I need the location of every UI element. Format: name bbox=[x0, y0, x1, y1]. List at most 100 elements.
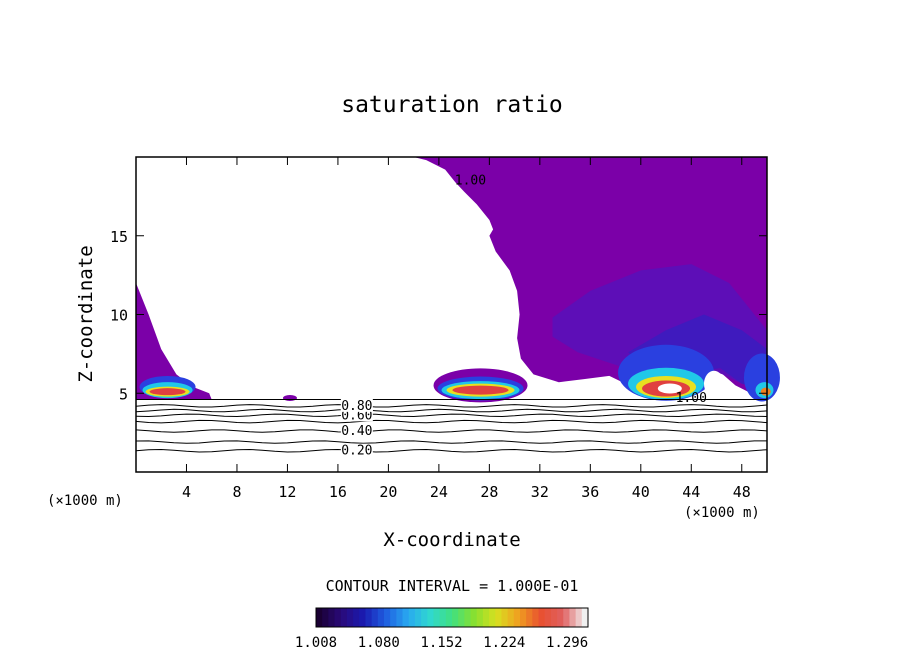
colorbar-cell bbox=[513, 608, 521, 627]
colorbar-cell bbox=[433, 608, 441, 627]
colorbar-frame bbox=[315, 607, 589, 628]
x-axis: 4 8 12 16 20 24 28 32 36 40 44 48 bbox=[182, 157, 751, 501]
colorbar-cell bbox=[557, 608, 564, 627]
contour-label: 1.00 bbox=[455, 174, 486, 189]
gap-white bbox=[703, 370, 724, 397]
x-tick-label: 40 bbox=[632, 483, 650, 501]
contour-labels: 0.20 0.400.600.80 1.00 1.00 bbox=[340, 174, 707, 459]
hotspot-white-1 bbox=[657, 383, 682, 394]
contour-line-0.40 bbox=[135, 429, 768, 433]
x-tick-label: 20 bbox=[379, 483, 397, 501]
colorbar-tick-label: 1.296 bbox=[546, 635, 588, 651]
contour-interval-text: CONTOUR INTERVAL = 1.000E-01 bbox=[326, 577, 579, 595]
colorbar-cell bbox=[439, 608, 447, 627]
small-blob bbox=[282, 394, 297, 401]
x-tick-label: 32 bbox=[531, 483, 549, 501]
x-tick-label: 8 bbox=[232, 483, 241, 501]
plot-fill bbox=[136, 157, 780, 403]
contour-lines bbox=[135, 399, 768, 453]
colorbar-cell bbox=[421, 608, 428, 627]
x-tick-label: 12 bbox=[278, 483, 296, 501]
colorbar-cell bbox=[396, 608, 404, 627]
x-tick-label: 24 bbox=[430, 483, 448, 501]
colorbar-cell bbox=[452, 608, 459, 627]
colorbar-cell bbox=[476, 608, 484, 627]
colorbar-cell bbox=[346, 608, 354, 627]
colorbar-cell bbox=[365, 608, 373, 627]
y-tick-label: 5 bbox=[119, 385, 128, 403]
colorbar-cell bbox=[316, 608, 323, 627]
colorbar-tick-label: 1.008 bbox=[295, 635, 337, 651]
x-tick-label: 48 bbox=[733, 483, 751, 501]
region-left bbox=[136, 283, 212, 400]
colorbar-cell bbox=[384, 608, 391, 627]
x-axis-label: X-coordinate bbox=[383, 529, 520, 551]
colorbar-cell bbox=[464, 608, 472, 627]
colorbar-cell bbox=[470, 608, 478, 627]
contour-label: 0.40 bbox=[341, 424, 372, 439]
mid-red bbox=[452, 385, 509, 395]
y-tick-label: 15 bbox=[110, 228, 128, 246]
colorbar-cell bbox=[538, 608, 546, 627]
colorbar-tick-label: 1.080 bbox=[358, 635, 400, 651]
contour-label-bg bbox=[340, 424, 373, 438]
contour-label-bg bbox=[340, 398, 373, 412]
contour-line-0.60 bbox=[135, 413, 768, 418]
colorbar-cell bbox=[328, 608, 336, 627]
colorbar-cell bbox=[489, 608, 496, 627]
contour-label: 1.00 bbox=[676, 391, 707, 406]
colorbar-labels: 1.008 1.080 1.152 1.224 1.296 bbox=[295, 635, 588, 651]
hotspot-orange-2 bbox=[760, 387, 771, 396]
contour-label-bg bbox=[340, 443, 373, 457]
colorbar-cell bbox=[359, 608, 366, 627]
colorbar-cell bbox=[495, 608, 502, 627]
colorbar-cell bbox=[526, 608, 533, 627]
x-tick-label: 36 bbox=[581, 483, 599, 501]
colorbar-cell bbox=[550, 608, 558, 627]
colorbar-cell bbox=[458, 608, 465, 627]
contour-label: 0.80 bbox=[341, 399, 372, 414]
chart-title: saturation ratio bbox=[341, 92, 563, 118]
colorbar-tick-label: 1.224 bbox=[483, 635, 525, 651]
colorbar-cell bbox=[340, 608, 348, 627]
contour-line-0.80 bbox=[135, 404, 768, 408]
colorbar-cell bbox=[520, 608, 527, 627]
colorbar-cell bbox=[532, 608, 540, 627]
colorbar-cell bbox=[402, 608, 410, 627]
colorbar-cell bbox=[377, 608, 385, 627]
colorbar-tick-label: 1.152 bbox=[420, 635, 462, 651]
colorbar-cell bbox=[581, 608, 589, 627]
y-axis-label: Z-coordinate bbox=[75, 245, 97, 382]
x-unit-label-left: (×1000 m) bbox=[47, 493, 123, 509]
colorbar-cell bbox=[445, 608, 453, 627]
contour-label: 0.20 bbox=[341, 444, 372, 459]
colorbar-cell bbox=[322, 608, 329, 627]
colorbar-cell bbox=[390, 608, 397, 627]
colorbar-cell bbox=[371, 608, 379, 627]
x-tick-label: 44 bbox=[682, 483, 700, 501]
colorbar-cell bbox=[544, 608, 552, 627]
colorbar-cell bbox=[334, 608, 342, 627]
colorbar-cell bbox=[414, 608, 422, 627]
colorbar-cell bbox=[408, 608, 416, 627]
colorbar-cell bbox=[507, 608, 515, 627]
x-tick-label: 4 bbox=[182, 483, 191, 501]
colorbar bbox=[315, 607, 589, 628]
y-tick-label: 10 bbox=[110, 307, 128, 325]
contour-line-0.70 bbox=[135, 408, 768, 413]
contour-line-0.50 bbox=[135, 419, 768, 424]
left-red bbox=[149, 388, 186, 396]
y-axis: 5 10 15 bbox=[110, 228, 767, 403]
contour-line-0.20 bbox=[135, 448, 768, 453]
contour-line-0.30 bbox=[135, 440, 767, 444]
colorbar-cell bbox=[482, 608, 490, 627]
colorbar-cell bbox=[427, 608, 434, 627]
colorbar-cell bbox=[353, 608, 360, 627]
contour-label: 0.60 bbox=[341, 408, 372, 423]
x-unit-label-right: (×1000 m) bbox=[684, 505, 760, 521]
x-tick-label: 16 bbox=[329, 483, 347, 501]
colorbar-cell bbox=[569, 608, 577, 627]
x-tick-label: 28 bbox=[480, 483, 498, 501]
colorbar-cell bbox=[563, 608, 570, 627]
